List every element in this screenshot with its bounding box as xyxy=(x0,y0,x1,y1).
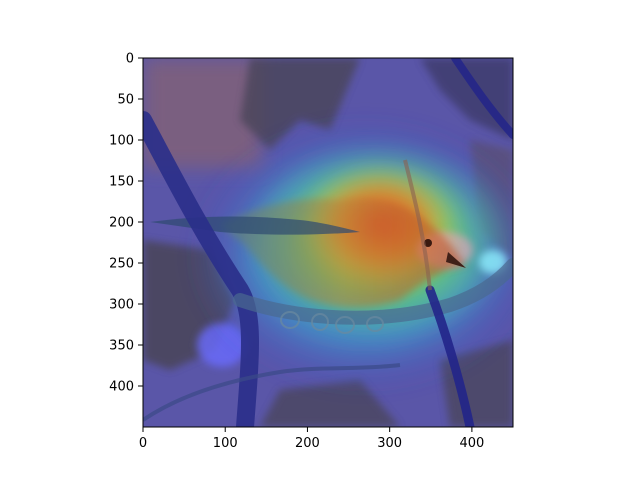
x-tick-label: 300 xyxy=(377,436,402,451)
axes-frame xyxy=(142,57,514,428)
heat-cool-spot xyxy=(479,250,507,274)
y-tick-label: 150 xyxy=(109,175,134,190)
y-tick-label: 100 xyxy=(109,134,134,149)
x-tick-label: 200 xyxy=(295,436,320,451)
y-tick-label: 250 xyxy=(109,257,134,272)
bird-eye xyxy=(424,239,432,247)
y-tick-label: 0 xyxy=(126,52,134,67)
branch xyxy=(143,111,259,427)
x-tick-label: 100 xyxy=(213,436,238,451)
y-axis: 0 50 100 150 200 250 300 350 400 xyxy=(109,52,143,395)
y-tick-label: 200 xyxy=(109,216,134,231)
branch xyxy=(451,58,513,139)
branch xyxy=(403,159,432,291)
branch-knots xyxy=(280,311,384,334)
branch xyxy=(425,285,475,427)
branch xyxy=(143,363,401,422)
bird-beak xyxy=(446,252,466,268)
x-tick-label: 400 xyxy=(459,436,484,451)
y-tick-label: 50 xyxy=(117,93,134,108)
x-tick-label: 0 xyxy=(139,436,147,451)
heatmap-image xyxy=(143,58,513,427)
y-tick-label: 350 xyxy=(109,339,134,354)
leaf-shape xyxy=(420,58,513,140)
y-tick-label: 400 xyxy=(109,380,134,395)
x-axis: 0 100 200 300 400 xyxy=(139,427,484,451)
y-tick-label: 300 xyxy=(109,298,134,313)
